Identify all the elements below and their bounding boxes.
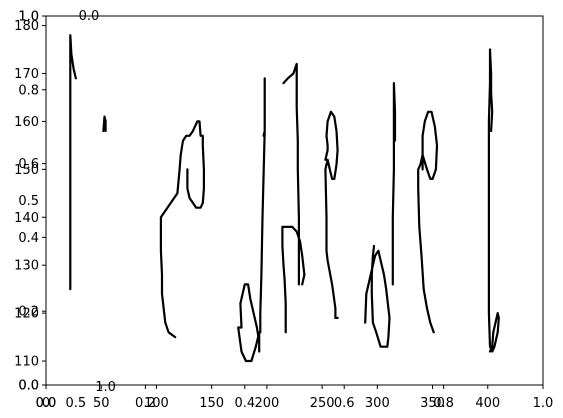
overlay-xtick-3-label: 0.6 — [334, 396, 355, 411]
inner-x-ticks: 0.0 0.5 1.0 0.0 — [36, 9, 116, 411]
stroke-2 — [102, 115, 107, 133]
main-xtick-7-label: 350 — [420, 396, 445, 411]
inner-top-label: 0.0 — [79, 9, 100, 24]
main-xtick-4-label: 200 — [254, 396, 279, 411]
main-ytick-6-label: 170 — [14, 67, 39, 82]
inner-ytick-2-label: 1.0 — [18, 10, 39, 25]
main-ytick-3-label: 140 — [14, 211, 39, 226]
stroke-1 — [69, 34, 77, 291]
main-xtick-1-label: 50 — [93, 396, 110, 411]
main-xtick-5-label: 250 — [310, 396, 335, 411]
stroke-6 — [281, 225, 306, 334]
inner-xtick-0-label: 0.0 — [36, 396, 57, 411]
stroke-10 — [391, 82, 397, 286]
inner-y-ticks: 0.0 0.5 1.0 — [18, 10, 39, 394]
overlay-ytick-3-label: 0.6 — [18, 157, 39, 172]
overlay-ytick-2-label: 0.4 — [18, 231, 39, 246]
axes-frame — [45, 15, 544, 386]
inner-ytick-0-label: 0.0 — [18, 379, 39, 394]
overlay-xtick-4-label: 0.8 — [433, 396, 454, 411]
inner-ytick-1-label: 0.5 — [18, 194, 39, 209]
main-xtick-2-label: 100 — [144, 396, 169, 411]
stroke-11 — [417, 110, 439, 334]
overlay-ytick-5-label: 1.0 — [18, 10, 39, 25]
overlay-xtick-1-label: 0.2 — [135, 396, 156, 411]
stroke-9 — [364, 244, 391, 348]
stroke-4 — [237, 283, 261, 363]
inner-xtick-2-label: 1.0 — [95, 380, 116, 395]
main-x-ticks: 0 50 100 150 200 250 300 350 400 — [42, 385, 500, 411]
overlay-xtick-0-label: 0.0 — [36, 396, 57, 411]
stroke-3 — [159, 120, 205, 339]
inner-xtick-1-label: 0.5 — [65, 396, 86, 411]
main-ytick-4-label: 150 — [14, 163, 39, 178]
overlay-y-ticks: 0.0 0.2 0.4 0.6 0.8 1.0 — [18, 10, 46, 394]
main-xtick-8-label: 400 — [475, 396, 500, 411]
main-ytick-2-label: 130 — [14, 259, 39, 274]
stroke-5 — [259, 77, 266, 334]
main-ytick-1-label: 120 — [14, 307, 39, 322]
overlay-xtick-5-label: 1.0 — [533, 396, 554, 411]
overlay-x-ticks: 0.0 0.2 0.4 0.6 0.8 1.0 — [36, 385, 554, 411]
overlay-ytick-1-label: 0.2 — [18, 305, 39, 320]
stroke-8 — [324, 110, 339, 319]
plot-strokes — [69, 34, 500, 363]
axes-spines — [45, 15, 544, 386]
main-ytick-5-label: 160 — [14, 115, 39, 130]
overlay-ytick-4-label: 0.8 — [18, 83, 39, 98]
stroke-12 — [487, 48, 500, 353]
stroke-7 — [282, 62, 300, 286]
overlay-ytick-0-label: 0.0 — [18, 379, 39, 394]
main-xtick-6-label: 300 — [365, 396, 390, 411]
main-ytick-0-label: 110 — [14, 355, 39, 370]
main-ytick-7-label: 180 — [14, 19, 39, 34]
main-xtick-0-label: 0 — [42, 396, 50, 411]
overlay-xtick-2-label: 0.4 — [234, 396, 255, 411]
main-y-ticks: 110 120 130 140 150 160 170 180 — [14, 19, 46, 370]
main-xtick-3-label: 150 — [199, 396, 224, 411]
